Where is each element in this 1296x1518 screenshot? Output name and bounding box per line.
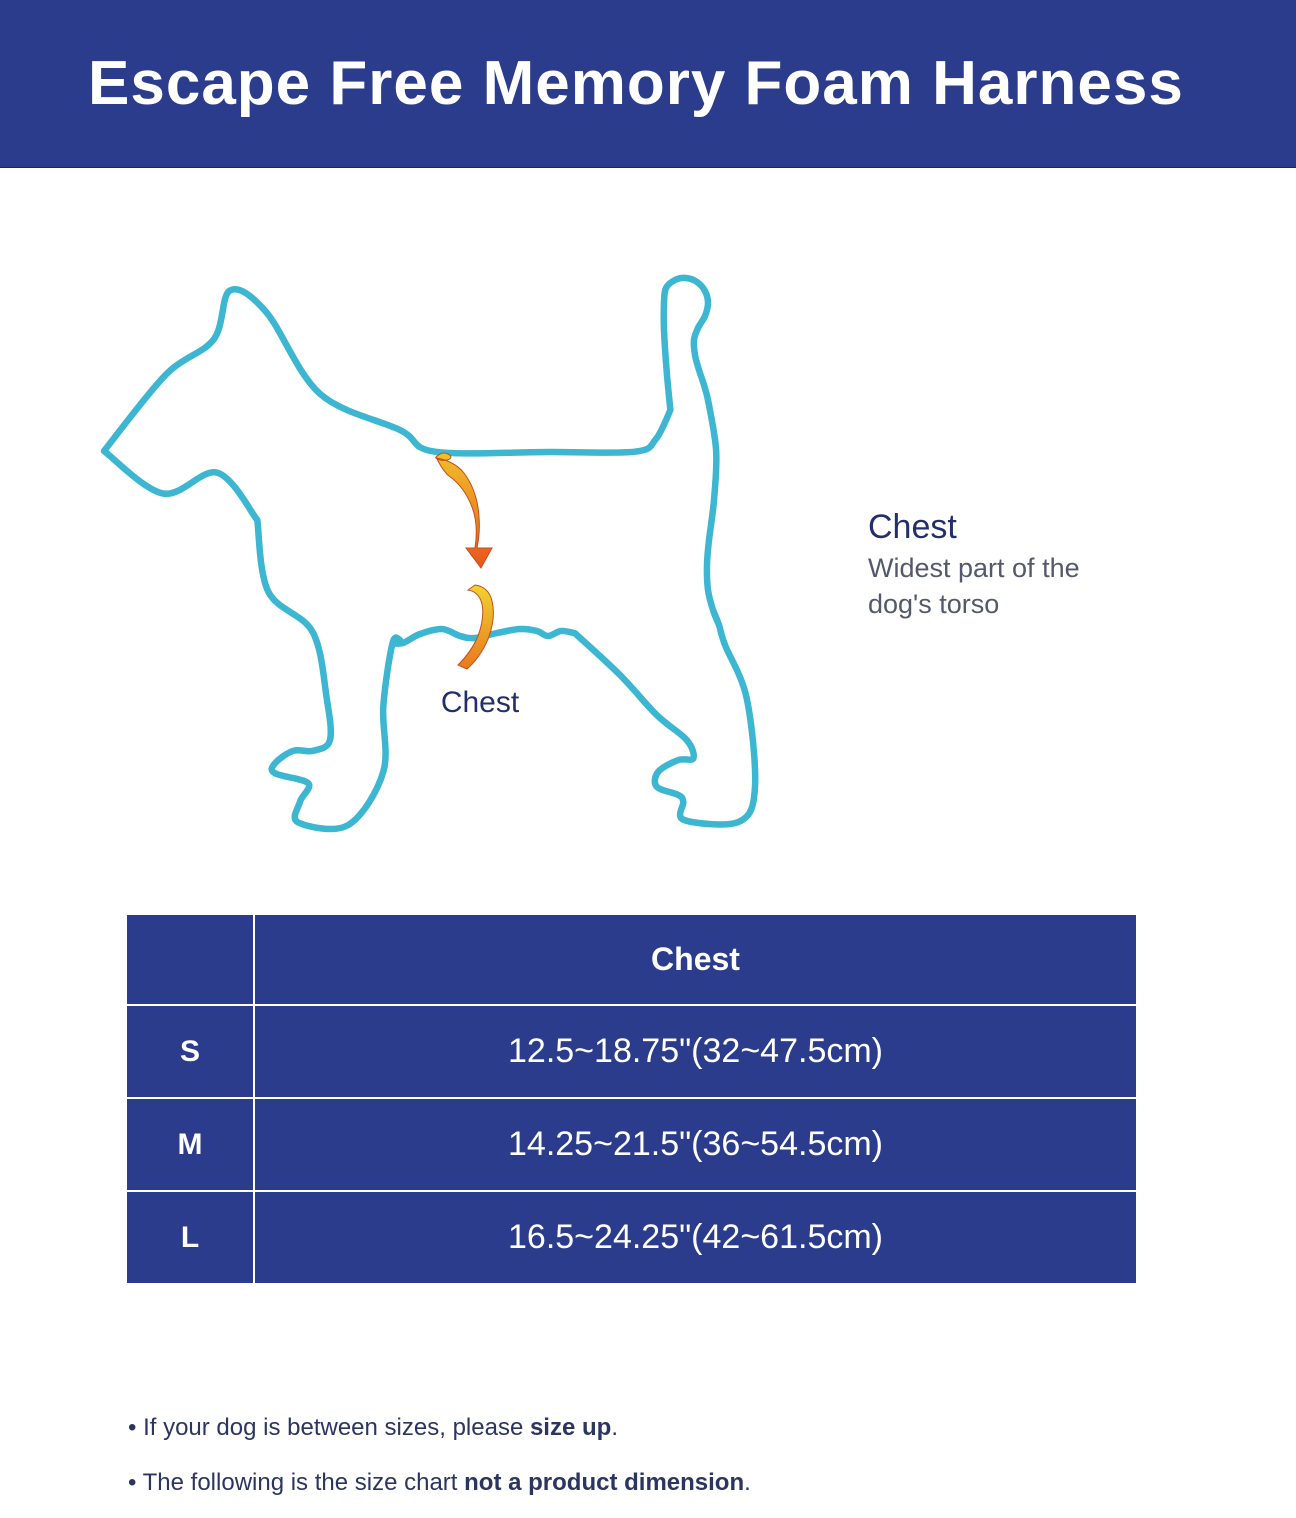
svg-text:Chest: Chest (441, 686, 520, 719)
